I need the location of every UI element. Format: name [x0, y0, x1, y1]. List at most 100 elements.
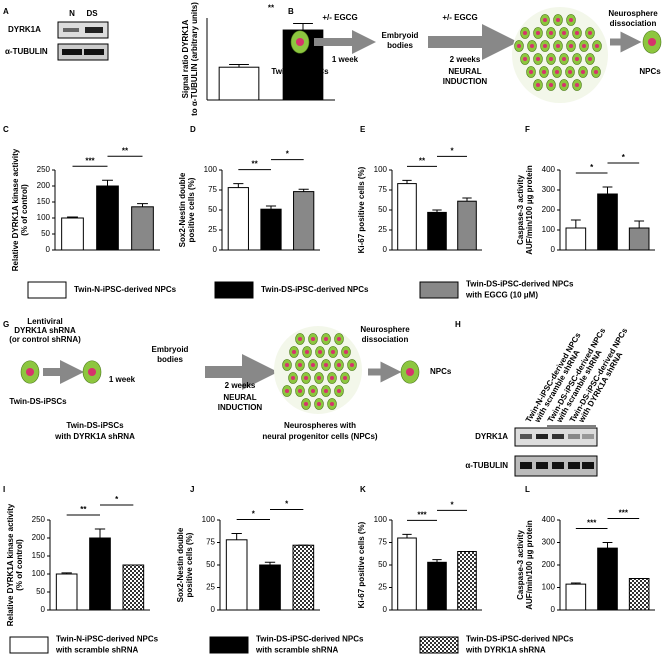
band	[582, 462, 594, 469]
panel-letter: E	[360, 125, 366, 134]
significance: ***	[417, 511, 427, 520]
nucleus	[529, 43, 535, 49]
error-bar	[137, 203, 148, 207]
significance: **	[122, 146, 129, 155]
y-tick-label: 0	[46, 245, 51, 254]
y-axis-label: (% of control)	[20, 184, 29, 236]
nucleus	[574, 82, 580, 88]
y-tick-label: 100	[374, 165, 388, 174]
y-axis-label: positive cells (%)	[185, 532, 194, 597]
panel-letter: K	[360, 485, 366, 494]
nucleus	[317, 349, 323, 355]
label: Neurospheres with	[284, 421, 356, 430]
label: bodies	[157, 355, 183, 364]
nucleus	[323, 336, 329, 342]
bar	[565, 227, 587, 251]
band	[568, 462, 580, 469]
bar	[293, 191, 315, 251]
nucleus	[310, 336, 316, 342]
label: 1 week	[109, 375, 136, 384]
band	[520, 434, 532, 439]
bar	[457, 200, 477, 251]
blot	[57, 21, 109, 39]
legend-swatch	[9, 636, 49, 654]
nucleus	[528, 69, 534, 75]
bar	[122, 564, 145, 611]
label: INDUCTION	[218, 403, 263, 412]
legend-label: with scramble shRNA	[255, 646, 338, 655]
nucleus	[548, 82, 554, 88]
bar	[61, 217, 84, 251]
nucleus	[647, 37, 657, 47]
error-bar	[293, 22, 313, 31]
bar	[457, 551, 477, 611]
significance: **	[268, 4, 275, 13]
nucleus	[522, 30, 528, 36]
nucleus	[336, 362, 342, 368]
legend-swatch	[214, 281, 254, 299]
y-tick-label: 100	[37, 213, 51, 222]
bar	[259, 564, 281, 611]
y-tick-label: 300	[542, 185, 556, 194]
nucleus	[295, 37, 305, 47]
legend-label: Twin-DS-iPSC-derived NPCs	[466, 635, 574, 644]
nucleus	[568, 43, 574, 49]
panel-letter: C	[3, 125, 9, 134]
legend-swatch	[209, 636, 249, 654]
nucleus	[535, 56, 541, 62]
error-bar	[432, 209, 442, 213]
nucleus	[555, 43, 561, 49]
y-tick-label: 0	[211, 605, 216, 614]
row-label: α-TUBULIN	[5, 47, 48, 56]
cell-label: NPCs	[430, 367, 452, 376]
label: Lentiviral	[27, 317, 63, 326]
label: Neurosphere	[360, 325, 410, 334]
panel-letter: H	[455, 320, 461, 329]
nucleus	[343, 349, 349, 355]
label: (or control shRNA)	[9, 335, 81, 344]
y-axis-label: Caspase-3 activity	[516, 175, 525, 245]
y-tick-label: 100	[202, 515, 216, 524]
nucleus	[284, 362, 290, 368]
y-axis-label: Relative DYRK1A kinase activity	[11, 148, 20, 271]
label: Twin-DS-iPSCs	[66, 421, 124, 430]
bar	[628, 227, 650, 251]
bar	[225, 539, 248, 611]
error-bar	[402, 179, 412, 184]
nucleus	[574, 56, 580, 62]
legend-label: with scramble shRNA	[55, 646, 138, 655]
significance: *	[115, 495, 119, 504]
y-tick-label: 150	[37, 197, 51, 206]
significance: *	[622, 153, 626, 162]
nucleus	[329, 375, 335, 381]
nucleus	[290, 375, 296, 381]
cell-label: NPCs	[639, 67, 661, 76]
band	[62, 49, 82, 55]
y-axis-label: AUF/min/100 µg protein	[525, 165, 534, 255]
bar	[218, 66, 260, 101]
significance: *	[286, 150, 290, 159]
label: dissociation	[362, 335, 409, 344]
label: DYRK1A shRNA	[14, 326, 76, 335]
nucleus	[330, 349, 336, 355]
nucleus	[535, 30, 541, 36]
nucleus	[310, 362, 316, 368]
error-bar	[264, 561, 276, 565]
band	[552, 434, 564, 439]
nucleus	[587, 30, 593, 36]
y-tick-label: 0	[41, 605, 46, 614]
nucleus	[554, 69, 560, 75]
bar	[397, 183, 417, 251]
panel-letter: G	[3, 320, 9, 329]
nucleus	[561, 30, 567, 36]
bar	[427, 561, 447, 611]
error-bar	[233, 183, 244, 188]
nucleus	[555, 17, 561, 23]
significance: *	[450, 147, 454, 156]
error-bar	[432, 559, 442, 563]
y-tick-label: 100	[542, 583, 556, 592]
nucleus	[581, 43, 587, 49]
y-tick-label: 0	[551, 605, 556, 614]
legend-swatch	[27, 281, 67, 299]
label: Embryoid	[152, 345, 189, 354]
